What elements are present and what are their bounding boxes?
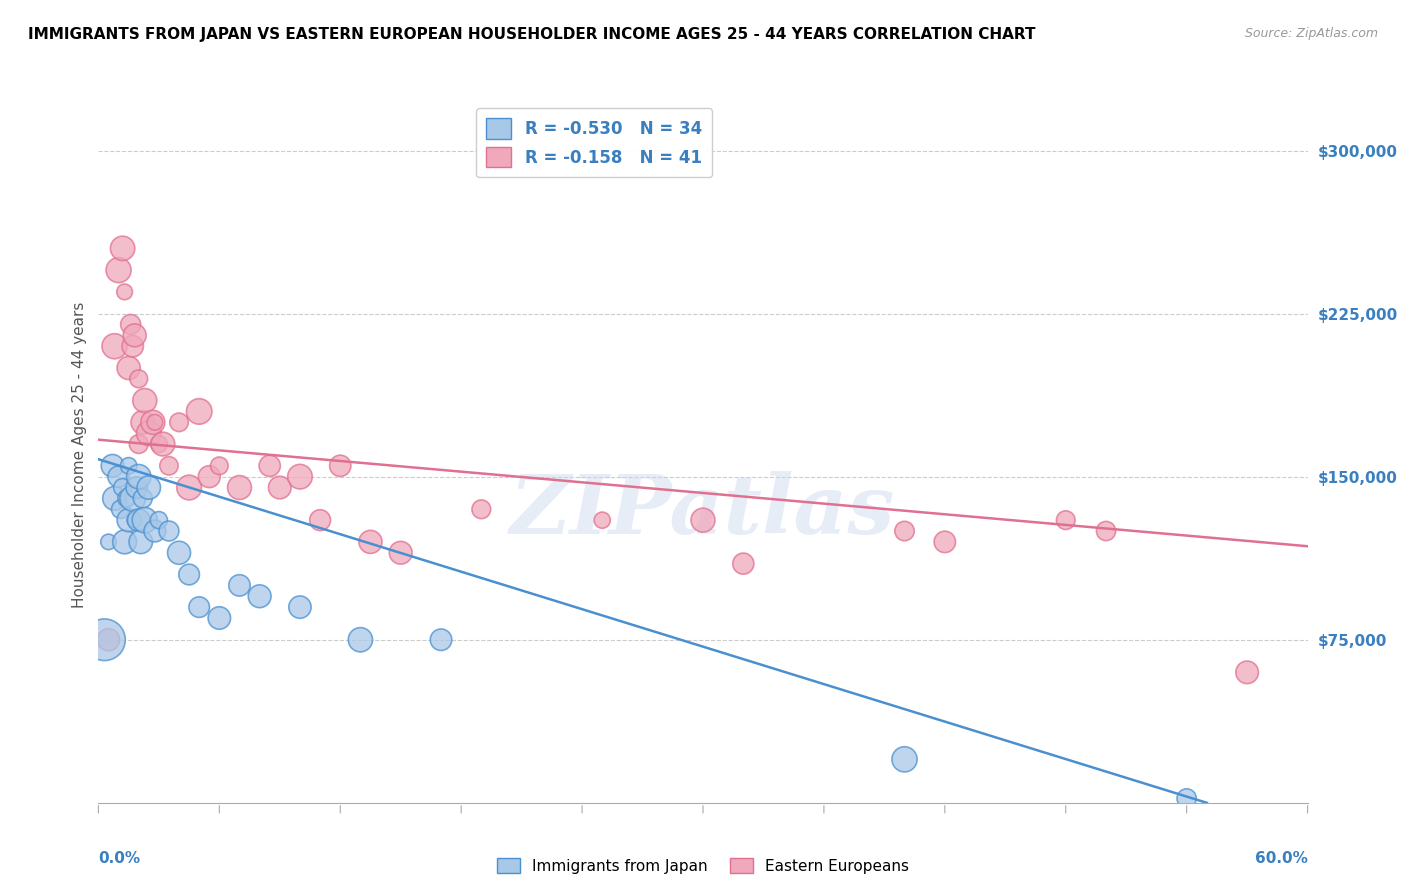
Point <box>128 469 150 483</box>
Point <box>1236 665 1258 680</box>
Point <box>107 263 129 277</box>
Point <box>120 318 142 332</box>
Point <box>152 437 174 451</box>
Point <box>121 491 143 506</box>
Point <box>121 339 143 353</box>
Point <box>132 491 155 506</box>
Point <box>148 513 170 527</box>
Point <box>101 458 124 473</box>
Y-axis label: Householder Income Ages 25 - 44 years: Householder Income Ages 25 - 44 years <box>72 301 87 608</box>
Point <box>134 513 156 527</box>
Point <box>110 502 132 516</box>
Point <box>692 513 714 527</box>
Point <box>107 469 129 483</box>
Point <box>148 437 170 451</box>
Point <box>114 535 136 549</box>
Point <box>208 611 231 625</box>
Point <box>228 481 250 495</box>
Point <box>143 524 166 538</box>
Point <box>132 415 155 429</box>
Point <box>188 404 211 418</box>
Point <box>124 328 146 343</box>
Point <box>259 458 281 473</box>
Point <box>188 600 211 615</box>
Point <box>138 481 160 495</box>
Point <box>288 469 311 483</box>
Point <box>134 393 156 408</box>
Point <box>1054 513 1077 527</box>
Point <box>138 426 160 441</box>
Point <box>1095 524 1118 538</box>
Text: ZIPatlas: ZIPatlas <box>510 471 896 550</box>
Point <box>430 632 453 647</box>
Point <box>111 241 134 255</box>
Point <box>893 524 915 538</box>
Point <box>118 458 141 473</box>
Point <box>228 578 250 592</box>
Point <box>167 546 190 560</box>
Point <box>93 632 115 647</box>
Point <box>103 491 125 506</box>
Point <box>470 502 492 516</box>
Point <box>124 513 146 527</box>
Point <box>1175 791 1198 805</box>
Text: 60.0%: 60.0% <box>1254 851 1308 865</box>
Point <box>118 513 141 527</box>
Point <box>934 535 956 549</box>
Text: Source: ZipAtlas.com: Source: ZipAtlas.com <box>1244 27 1378 40</box>
Point <box>97 632 120 647</box>
Point <box>128 372 150 386</box>
Point <box>157 524 180 538</box>
Text: 0.0%: 0.0% <box>98 851 141 865</box>
Point <box>103 339 125 353</box>
Point <box>157 458 180 473</box>
Point <box>167 415 190 429</box>
Point <box>329 458 352 473</box>
Point <box>125 481 148 495</box>
Point <box>118 361 141 376</box>
Point <box>97 535 120 549</box>
Point <box>360 535 382 549</box>
Legend: R = -0.530   N = 34, R = -0.158   N = 41: R = -0.530 N = 34, R = -0.158 N = 41 <box>477 109 711 178</box>
Point <box>389 546 412 560</box>
Point <box>288 600 311 615</box>
Point <box>208 458 231 473</box>
Point <box>179 481 201 495</box>
Legend: Immigrants from Japan, Eastern Europeans: Immigrants from Japan, Eastern Europeans <box>491 852 915 880</box>
Point <box>591 513 613 527</box>
Point <box>143 415 166 429</box>
Point <box>198 469 221 483</box>
Text: IMMIGRANTS FROM JAPAN VS EASTERN EUROPEAN HOUSEHOLDER INCOME AGES 25 - 44 YEARS : IMMIGRANTS FROM JAPAN VS EASTERN EUROPEA… <box>28 27 1036 42</box>
Point <box>733 557 755 571</box>
Point <box>249 589 271 603</box>
Point <box>111 481 134 495</box>
Point <box>309 513 332 527</box>
Point <box>128 513 150 527</box>
Point <box>349 632 371 647</box>
Point <box>114 285 136 299</box>
Point <box>115 491 138 506</box>
Point <box>142 415 165 429</box>
Point <box>893 752 915 766</box>
Point <box>269 481 291 495</box>
Point <box>129 535 152 549</box>
Point <box>179 567 201 582</box>
Point <box>128 437 150 451</box>
